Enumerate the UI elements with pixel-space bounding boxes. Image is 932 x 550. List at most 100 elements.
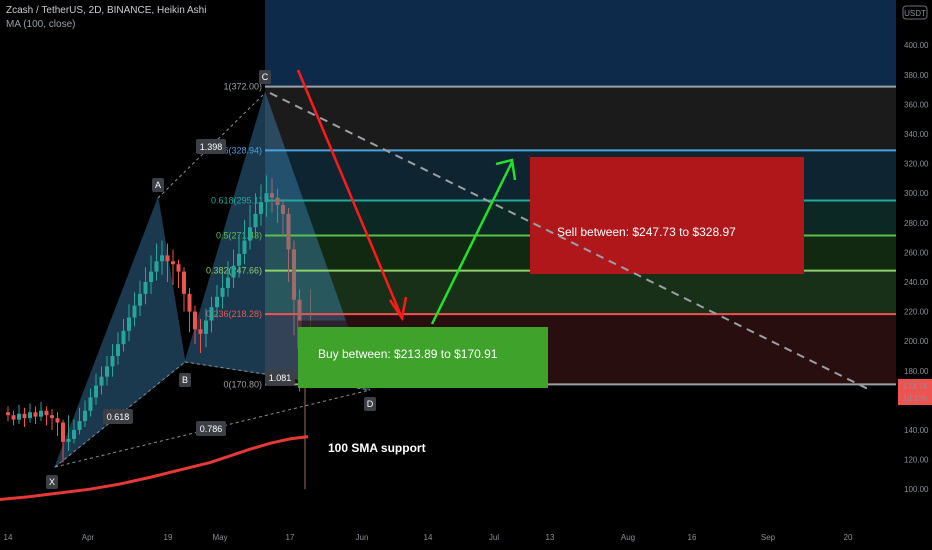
ratio-xb-label-badge — [103, 409, 133, 424]
time-tick-label: Sep — [761, 533, 776, 542]
candle-body[interactable] — [6, 412, 10, 416]
symbol-title[interactable]: Zcash / TetherUS, 2D, BINANCE, Heikin As… — [6, 5, 207, 16]
candle-body[interactable] — [132, 305, 137, 318]
price-tick-label: 120.00 — [904, 456, 929, 465]
candle-body[interactable] — [165, 255, 170, 262]
candle-body[interactable] — [116, 344, 120, 356]
candle-body[interactable] — [198, 329, 203, 334]
point-b-label: B — [182, 375, 188, 385]
candle-body[interactable] — [160, 255, 164, 262]
candle-body[interactable] — [242, 240, 247, 254]
candle-body[interactable] — [17, 413, 21, 420]
candle-body[interactable] — [110, 356, 115, 367]
candle-body[interactable] — [105, 366, 109, 377]
candle-body[interactable] — [28, 412, 32, 419]
candle-body[interactable] — [248, 227, 252, 241]
red-arrow[interactable] — [296, 69, 404, 319]
red-arrow-head — [388, 296, 408, 322]
buy-box[interactable] — [298, 327, 548, 388]
candle-body[interactable] — [55, 418, 60, 423]
candle-body[interactable] — [226, 277, 230, 288]
time-tick-label: Jul — [489, 533, 499, 542]
candle-body[interactable] — [138, 293, 142, 306]
green-arrow-head — [495, 158, 517, 181]
candle-body[interactable] — [259, 202, 263, 214]
xb-line — [54, 361, 186, 468]
fib-label: 0.618(295.1) — [211, 195, 262, 205]
point-b-badge[interactable] — [179, 373, 191, 387]
candle-body[interactable] — [253, 213, 258, 228]
ratio-xd-label: 0.786 — [200, 424, 223, 434]
price-tick-label: 300.00 — [904, 189, 929, 198]
price-tick-label: 320.00 — [904, 160, 929, 169]
candle-body[interactable] — [83, 410, 87, 422]
candle-body[interactable] — [220, 287, 225, 297]
price-tick-label: 360.00 — [904, 100, 929, 109]
time-tick-label: 16 — [688, 533, 697, 542]
candle-body[interactable] — [39, 410, 43, 417]
candle-body[interactable] — [209, 307, 214, 321]
candle-body[interactable] — [61, 422, 65, 442]
sell-box[interactable] — [530, 157, 804, 274]
candle-body[interactable] — [143, 282, 148, 294]
sell-box-label: Sell between: $247.73 to $328.97 — [557, 225, 736, 239]
candle-body[interactable] — [44, 410, 49, 416]
ratio-ac-label: 1.398 — [200, 142, 223, 152]
candle-body[interactable] — [286, 213, 291, 250]
candle-body[interactable] — [149, 271, 153, 282]
sma-100-line[interactable] — [0, 435, 309, 502]
candle-body[interactable] — [77, 421, 82, 430]
candle-body[interactable] — [215, 296, 219, 308]
candle-body[interactable] — [121, 330, 126, 345]
point-x-label: X — [49, 477, 55, 487]
candle-body[interactable] — [171, 261, 175, 265]
time-tick-label: Jun — [356, 533, 369, 542]
price-tick-label: 260.00 — [904, 248, 929, 257]
last-price-badge[interactable] — [898, 379, 932, 405]
candle-body[interactable] — [99, 376, 104, 386]
candle-body[interactable] — [187, 293, 192, 312]
green-arrow[interactable] — [430, 161, 514, 325]
candle-body[interactable] — [281, 205, 285, 214]
price-tick-label: 140.00 — [904, 426, 929, 435]
candle-body[interactable] — [270, 193, 274, 198]
candle-body[interactable] — [193, 311, 197, 330]
last-price-label: 173.74 — [903, 382, 928, 391]
point-d-badge[interactable] — [364, 397, 376, 411]
candle-body[interactable] — [204, 320, 208, 334]
candle-body[interactable] — [275, 197, 280, 206]
sma-support-label: 100 SMA support — [328, 441, 426, 455]
point-x-badge[interactable] — [46, 475, 58, 489]
candle-body[interactable] — [176, 264, 181, 272]
candle-body[interactable] — [127, 317, 131, 331]
candle-body[interactable] — [94, 385, 98, 398]
time-tick-label: 20 — [844, 533, 853, 542]
candle-body[interactable] — [237, 253, 241, 266]
candle-body[interactable] — [231, 265, 236, 278]
candle-body[interactable] — [72, 430, 76, 439]
time-tick-label: 14 — [424, 533, 433, 542]
currency-badge[interactable] — [902, 5, 928, 20]
candle-body[interactable] — [154, 261, 159, 272]
currency-badge-label: USDT — [904, 9, 926, 18]
point-c-badge[interactable] — [259, 70, 271, 84]
candle-body[interactable] — [292, 249, 296, 300]
indicator-legend[interactable]: MA (100, close) — [6, 19, 76, 30]
candle-body[interactable] — [264, 193, 269, 203]
time-tick-label: Apr — [82, 533, 95, 542]
price-tick-label: 380.00 — [904, 71, 929, 80]
candle-body[interactable] — [66, 438, 71, 442]
candle-body[interactable] — [33, 412, 38, 417]
point-a-label: A — [155, 180, 161, 190]
ratio-xb-label: 0.618 — [107, 412, 130, 422]
fib-label: 0.236(218.28) — [206, 309, 262, 319]
point-a-badge[interactable] — [152, 178, 164, 192]
candle-body[interactable] — [88, 397, 93, 411]
candle-body[interactable] — [182, 271, 186, 294]
candle-body[interactable] — [22, 413, 27, 419]
fib-band — [265, 270, 896, 315]
ratio-bd-label: 1.081 — [269, 373, 292, 383]
candle-body[interactable] — [50, 415, 54, 419]
candle-body[interactable] — [11, 415, 16, 420]
